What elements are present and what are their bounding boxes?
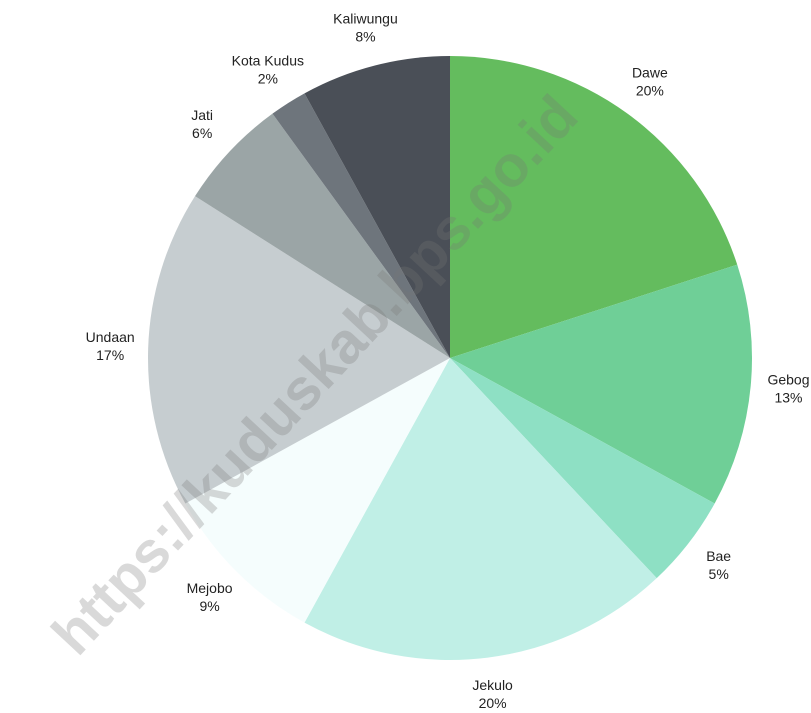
slice-value-label: 20%: [479, 695, 507, 711]
pie-slice: [304, 56, 450, 358]
slice-value-label: 6%: [192, 125, 212, 141]
pie-slice: [185, 358, 450, 623]
slice-value-label: 2%: [258, 71, 278, 87]
pie-slice: [450, 264, 752, 504]
slice-label: Bae: [706, 548, 731, 564]
pie-slice: [450, 358, 715, 579]
slice-value-label: 17%: [96, 347, 124, 363]
slice-label: Kaliwungu: [333, 10, 398, 26]
slice-label: Dawe: [632, 65, 668, 81]
slice-label: Mejobo: [187, 580, 233, 596]
slice-label: Jati: [191, 107, 213, 123]
slice-value-label: 8%: [355, 28, 375, 44]
slice-label: Gebog: [767, 372, 809, 388]
slice-label: Kota Kudus: [232, 53, 304, 69]
slice-value-label: 20%: [636, 83, 664, 99]
slice-value-label: 9%: [199, 598, 219, 614]
pie-slice: [195, 113, 450, 358]
slice-value-label: 5%: [709, 566, 729, 582]
slice-label: Jekulo: [472, 677, 513, 693]
pie-slice: [304, 358, 657, 660]
slice-value-label: 13%: [774, 390, 802, 406]
pie-slice: [272, 93, 450, 359]
slice-label: Undaan: [86, 329, 135, 345]
pie-slice: [450, 56, 738, 358]
pie-slice: [147, 196, 450, 504]
